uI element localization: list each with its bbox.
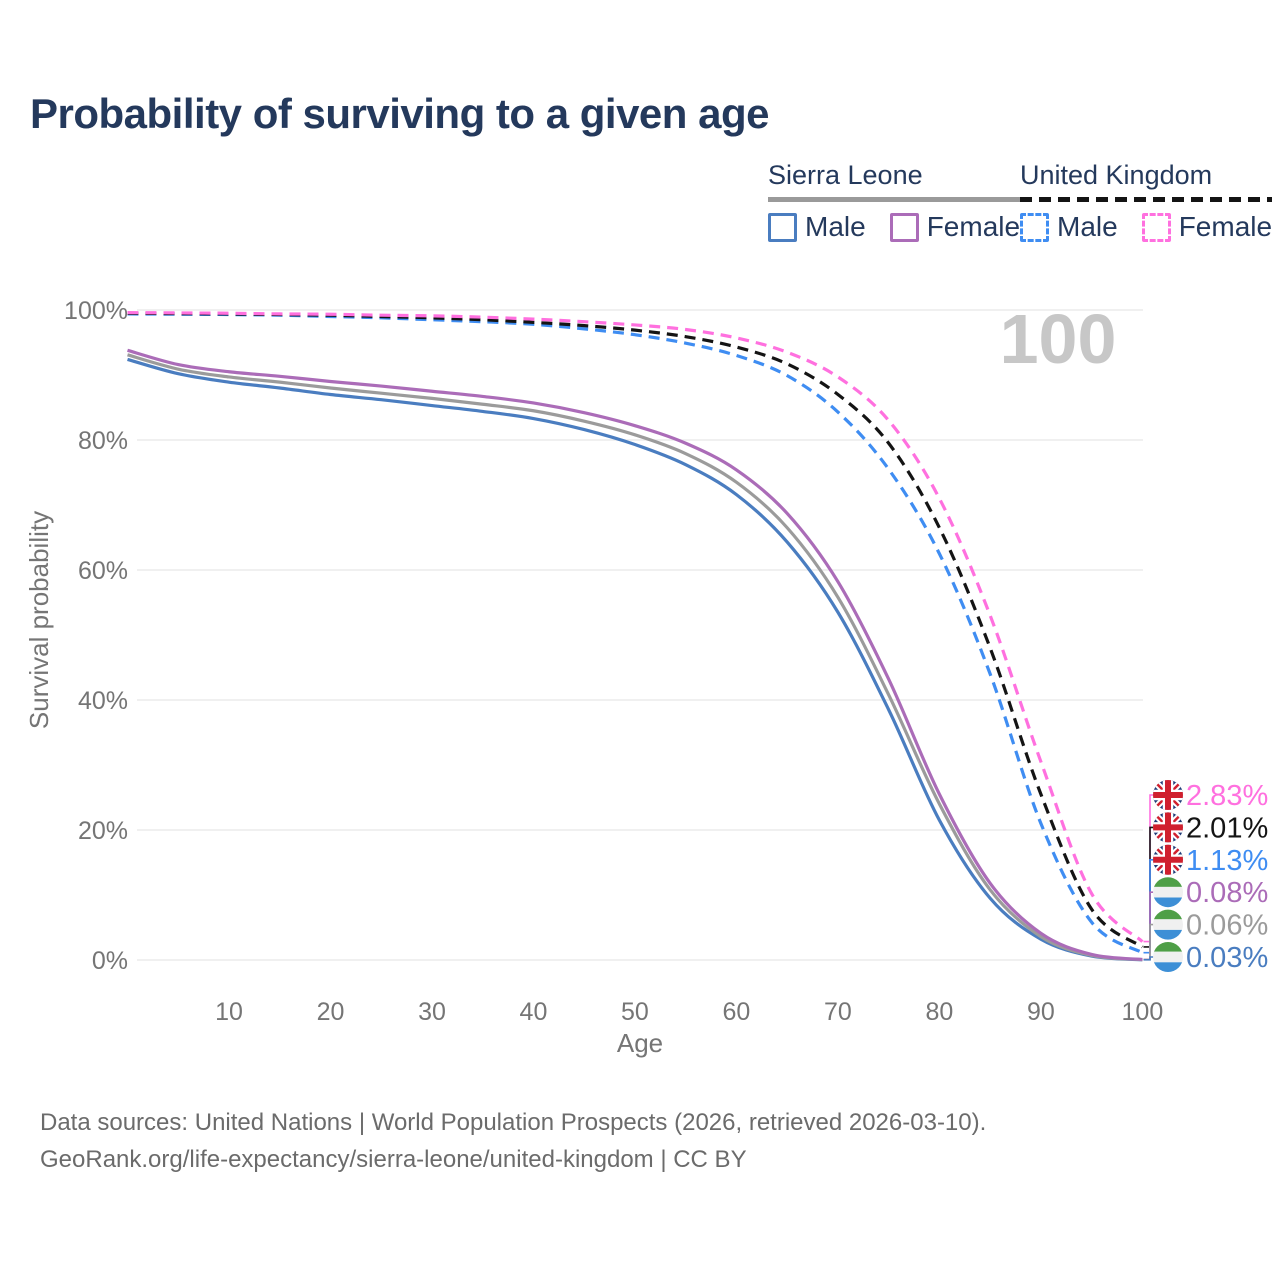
end-value-label-united-kingdom-female: 2.83% xyxy=(1186,780,1268,812)
legend-checkbox-united-kingdom-male[interactable] xyxy=(1020,212,1049,242)
footer-attribution: GeoRank.org/life-expectancy/sierra-leone… xyxy=(40,1146,747,1173)
legend-checkbox-united-kingdom-female[interactable] xyxy=(1141,212,1171,242)
legend-item-sierra-leone-female[interactable]: Female xyxy=(889,211,1021,243)
x-tick-label-10: 10 xyxy=(215,998,243,1026)
legend-item-sierra-leone-male[interactable]: Male xyxy=(768,211,866,243)
y-tick-label-80: 80% xyxy=(78,427,128,455)
legend-checkbox-sierra-leone-female[interactable] xyxy=(889,212,919,242)
legend-group-united-kingdom: United Kingdom Male Female xyxy=(1020,160,1273,243)
series-line-sierra-leone-male[interactable] xyxy=(127,357,1143,962)
y-tick-label-60: 60% xyxy=(78,557,128,585)
legend-group-sierra-leone: Sierra Leone Male Female xyxy=(768,160,1021,243)
legend-underline-sierra-leone xyxy=(768,197,1021,202)
legend-label-united-kingdom-male: Male xyxy=(1057,211,1118,242)
y-tick-label-40: 40% xyxy=(78,687,128,715)
end-value-label-united-kingdom-male: 1.13% xyxy=(1186,845,1268,877)
x-tick-label-100: 100 xyxy=(1122,998,1164,1026)
x-tick-label-50: 50 xyxy=(621,998,649,1026)
y-axis-title: Survival probability xyxy=(24,511,54,729)
y-tick-label-100: 100% xyxy=(64,297,128,325)
x-tick-label-20: 20 xyxy=(317,998,345,1026)
x-tick-label-80: 80 xyxy=(926,998,954,1026)
x-tick-label-30: 30 xyxy=(418,998,446,1026)
legend-item-united-kingdom-male[interactable]: Male xyxy=(1020,211,1118,243)
footer-data-sources: Data sources: United Nations | World Pop… xyxy=(40,1109,987,1136)
uk-flag-icon xyxy=(1153,812,1183,843)
sierra-leone-flag-icon xyxy=(1153,942,1183,972)
end-value-label-sierra-leone-total: 0.06% xyxy=(1186,910,1268,942)
series-line-sierra-leone-female[interactable] xyxy=(127,348,1143,962)
end-value-label-sierra-leone-female: 0.08% xyxy=(1186,877,1268,909)
legend-underline-united-kingdom xyxy=(1020,197,1273,202)
age-watermark: 100 xyxy=(1000,300,1117,378)
series-line-united-kingdom-total[interactable] xyxy=(127,311,1144,949)
y-tick-label-0: 0% xyxy=(92,947,128,975)
end-value-label-sierra-leone-male: 0.03% xyxy=(1186,942,1268,974)
x-tick-label-60: 60 xyxy=(723,998,751,1026)
page-title: Probability of surviving to a given age xyxy=(30,90,769,137)
x-tick-label-90: 90 xyxy=(1027,998,1055,1026)
legend-header-united-kingdom: United Kingdom xyxy=(1020,160,1213,190)
series-line-united-kingdom-male[interactable] xyxy=(127,312,1144,955)
y-tick-label-20: 20% xyxy=(78,817,128,845)
end-value-label-united-kingdom-total: 2.01% xyxy=(1186,812,1268,844)
uk-flag-icon xyxy=(1153,780,1183,810)
series-line-sierra-leone-total[interactable] xyxy=(127,353,1143,962)
legend-header-sierra-leone: Sierra Leone xyxy=(768,160,923,190)
legend-checkbox-sierra-leone-male[interactable] xyxy=(768,212,797,242)
uk-flag-icon xyxy=(1153,844,1183,875)
series-line-united-kingdom-female[interactable] xyxy=(127,311,1144,943)
sierra-leone-flag-icon xyxy=(1153,877,1183,908)
legend-label-sierra-leone-male: Male xyxy=(805,211,866,242)
chart-footer: Data sources: United Nations | World Pop… xyxy=(40,1104,986,1178)
x-tick-label-40: 40 xyxy=(520,998,548,1026)
x-axis-title: Age xyxy=(617,1028,663,1058)
legend-label-united-kingdom-female: Female xyxy=(1178,211,1273,242)
x-tick-label-70: 70 xyxy=(824,998,852,1026)
sierra-leone-flag-icon xyxy=(1153,909,1183,940)
legend-label-sierra-leone-female: Female xyxy=(926,211,1021,242)
legend-item-united-kingdom-female[interactable]: Female xyxy=(1141,211,1273,243)
